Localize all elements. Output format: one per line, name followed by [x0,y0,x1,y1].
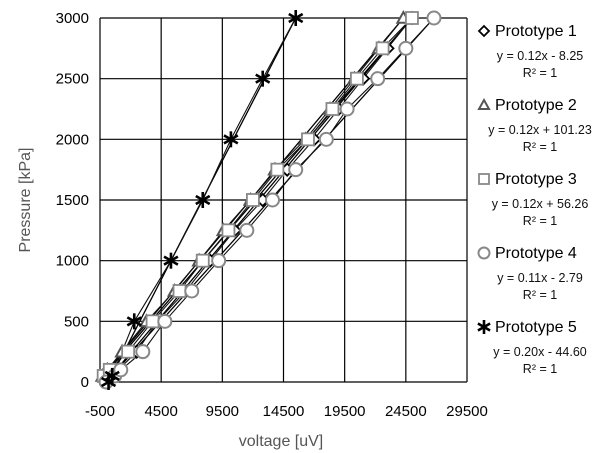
x-axis-label: voltage [uV] [239,433,324,450]
legend-entry-2: Prototype 2 [495,97,577,114]
data-point-prototype-3 [246,193,260,207]
asterisk-stroke [223,134,239,145]
legend-entry-3: Prototype 3 [495,171,577,188]
legend-entry-4: Prototype 4 [495,245,577,262]
asterisk-stroke [163,255,179,266]
data-point-prototype-4 [239,222,255,238]
markers [94,9,442,390]
y-tick-label: 2000 [56,131,89,148]
legend-r2-3: R² = 1 [523,214,557,228]
y-tick-labels: 0 500 1000 1500 2000 2500 3000 [56,10,89,391]
data-point-prototype-4 [318,131,334,147]
legend-entry-5: Prototype 5 [495,319,577,336]
data-point-prototype-4 [157,313,173,329]
legend-equation-1: y = 0.12x - 8.25 [497,49,584,63]
data-point-prototype-3 [325,102,340,116]
x-tick-label: 4500 [144,403,177,420]
legend-marker-1 [477,24,491,38]
y-tick-label: 2500 [56,71,89,88]
legend-marker-4 [477,246,491,260]
data-point-prototype-3 [195,253,210,268]
asterisk-stroke [477,322,491,332]
data-point-prototype-5 [255,70,271,87]
data-point-prototype-5 [126,313,142,330]
data-point-prototype-3 [405,11,419,25]
legend-r2-2: R² = 1 [523,140,557,154]
asterisk-stroke [255,73,271,84]
legend-entry-1: Prototype 1 [495,23,577,40]
data-point-prototype-5 [288,10,304,26]
legend: Prototype 1 y = 0.12x - 8.25 R² = 1 Prototy… [477,23,592,376]
x-tick-label: 24500 [385,403,427,420]
data-point-prototype-5 [104,367,120,384]
legend-marker-5 [477,320,491,334]
legend-r2-5: R² = 1 [523,362,557,376]
asterisk-stroke [288,12,304,24]
x-tick-label: 14500 [263,403,305,420]
data-point-prototype-3 [301,132,315,147]
legend-equation-5: y = 0.20x - 44.60 [493,345,587,359]
asterisk-stroke [104,370,120,382]
x-tick-labels: -500 4500 9500 14500 19500 24500 29500 [85,403,488,420]
legend-r2-1: R² = 1 [523,66,557,80]
data-point-prototype-4 [135,344,151,360]
x-tick-label: 29500 [446,403,488,420]
data-point-prototype-4 [211,253,227,269]
y-tick-label: 1500 [56,192,89,209]
x-tick-label: 19500 [324,403,366,420]
legend-equation-2: y = 0.12x + 101.23 [488,123,592,137]
data-point-prototype-3 [121,344,136,359]
data-point-prototype-4 [264,192,280,208]
data-point-prototype-4 [288,162,304,178]
x-tick-label: -500 [85,403,115,420]
data-point-prototype-3 [145,314,160,329]
data-point-prototype-4 [370,71,386,87]
data-point-prototype-3 [375,41,390,56]
data-point-prototype-5 [223,131,239,148]
asterisk-stroke [195,194,211,206]
data-point-prototype-3 [221,223,236,238]
data-point-prototype-4 [398,40,414,56]
data-point-prototype-3 [172,284,187,298]
legend-marker-2 [477,97,491,110]
legend-marker-3 [478,173,490,185]
data-point-prototype-3 [349,71,364,86]
asterisk-stroke [126,316,142,327]
x-tick-label: 9500 [206,403,239,420]
legend-equation-4: y = 0.11x - 2.79 [497,271,583,285]
y-tick-label: 500 [64,313,89,330]
data-point-prototype-3 [270,162,285,177]
y-axis-label: Pressure [kPa] [17,148,34,253]
legend-r2-4: R² = 1 [523,288,557,302]
y-tick-label: 0 [81,374,89,391]
data-point-prototype-4 [339,101,355,117]
data-point-prototype-5 [163,252,179,269]
data-point-prototype-4 [426,10,442,26]
y-tick-label: 3000 [56,10,89,27]
y-tick-label: 1000 [56,253,89,270]
data-point-prototype-4 [184,283,200,299]
data-point-prototype-5 [195,192,211,208]
legend-equation-3: y = 0.12x + 56.26 [492,197,589,211]
